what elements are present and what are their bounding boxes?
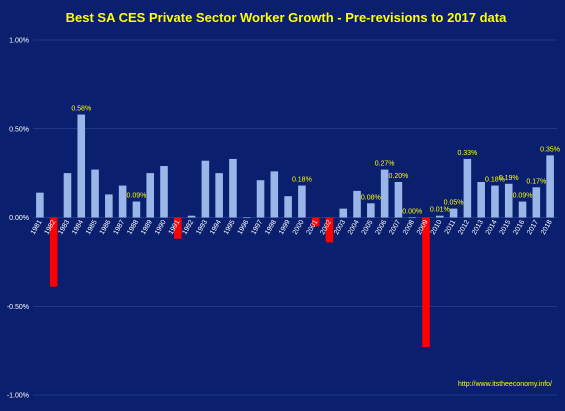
y-tick-label: 0.50% [9, 126, 29, 133]
bar-2018 [546, 155, 554, 218]
y-axis-ticks: -1.00% -0.50% 0.00% 0.50% 1.00% [7, 38, 29, 400]
bar-1994 [215, 173, 223, 218]
bar-2002 [325, 217, 334, 243]
bar-2007 [394, 182, 403, 218]
data-label-2005: 0.08% [361, 194, 381, 201]
data-label-2008: 0.00% [402, 209, 422, 216]
bar-2016 [518, 201, 527, 218]
bar-1992 [187, 215, 196, 218]
data-label-1984: 0.58% [71, 106, 91, 113]
bar-1999 [284, 196, 292, 218]
y-tick-label: -1.00% [7, 393, 29, 400]
data-label-2016: 0.09% [513, 193, 533, 200]
data-label-2010: 0.01% [430, 207, 450, 214]
bar-1991 [173, 217, 182, 239]
bar-2006 [380, 169, 389, 218]
bar-2004 [353, 190, 361, 218]
bar-1989 [146, 173, 155, 218]
bar-2012 [463, 158, 472, 218]
bar-1983 [63, 173, 72, 218]
bar-2015 [504, 183, 513, 218]
data-label-2006: 0.27% [375, 161, 395, 168]
bar-1998 [270, 171, 279, 218]
bar-1985 [91, 169, 99, 218]
bar-2003 [339, 208, 348, 218]
y-tick-label: 1.00% [9, 38, 29, 45]
bar-2005 [367, 203, 375, 218]
bar-2008 [408, 217, 417, 219]
data-label-2014: 0.18% [485, 177, 505, 184]
bar-1996 [242, 217, 251, 219]
bar-2000 [298, 185, 306, 218]
data-label-2018: 0.35% [540, 146, 560, 153]
bar-1987 [118, 185, 127, 218]
bar-2014 [491, 185, 499, 218]
bar-1993 [201, 160, 210, 218]
bar-2010 [435, 215, 444, 218]
bars [36, 114, 554, 348]
y-tick-label: 0.00% [9, 215, 29, 222]
source-url: http://www.itstheeconomy.info/ [458, 381, 552, 388]
bar-1984 [77, 114, 86, 218]
data-label-2000: 0.18% [292, 177, 312, 184]
bar-2011 [449, 208, 458, 218]
bar-2013 [477, 182, 485, 218]
chart-title: Best SA CES Private Sector Worker Growth… [66, 10, 507, 25]
bar-1995 [229, 158, 237, 218]
data-label-2017: 0.17% [526, 178, 546, 185]
y-tick-label: -0.50% [7, 304, 29, 311]
bar-1986 [105, 194, 113, 218]
bar-1982 [49, 217, 58, 287]
bar-2009 [422, 217, 430, 348]
data-label-2012: 0.33% [457, 150, 477, 157]
data-label-2007: 0.20% [388, 173, 408, 180]
bar-1981 [36, 192, 44, 218]
data-label-1988: 0.09% [126, 193, 146, 200]
bar-2017 [532, 187, 541, 218]
data-label-2011: 0.05% [444, 200, 464, 207]
bar-2001 [311, 217, 320, 227]
data-labels: 0.58% 0.09% 0.18% 0.08% 0.27% 0.20% 0.00% 0.01%… [71, 106, 560, 216]
data-label-2015: 0.19% [499, 175, 519, 182]
bar-1988 [132, 201, 141, 218]
bar-1997 [256, 180, 265, 218]
bar-1990 [160, 166, 168, 218]
